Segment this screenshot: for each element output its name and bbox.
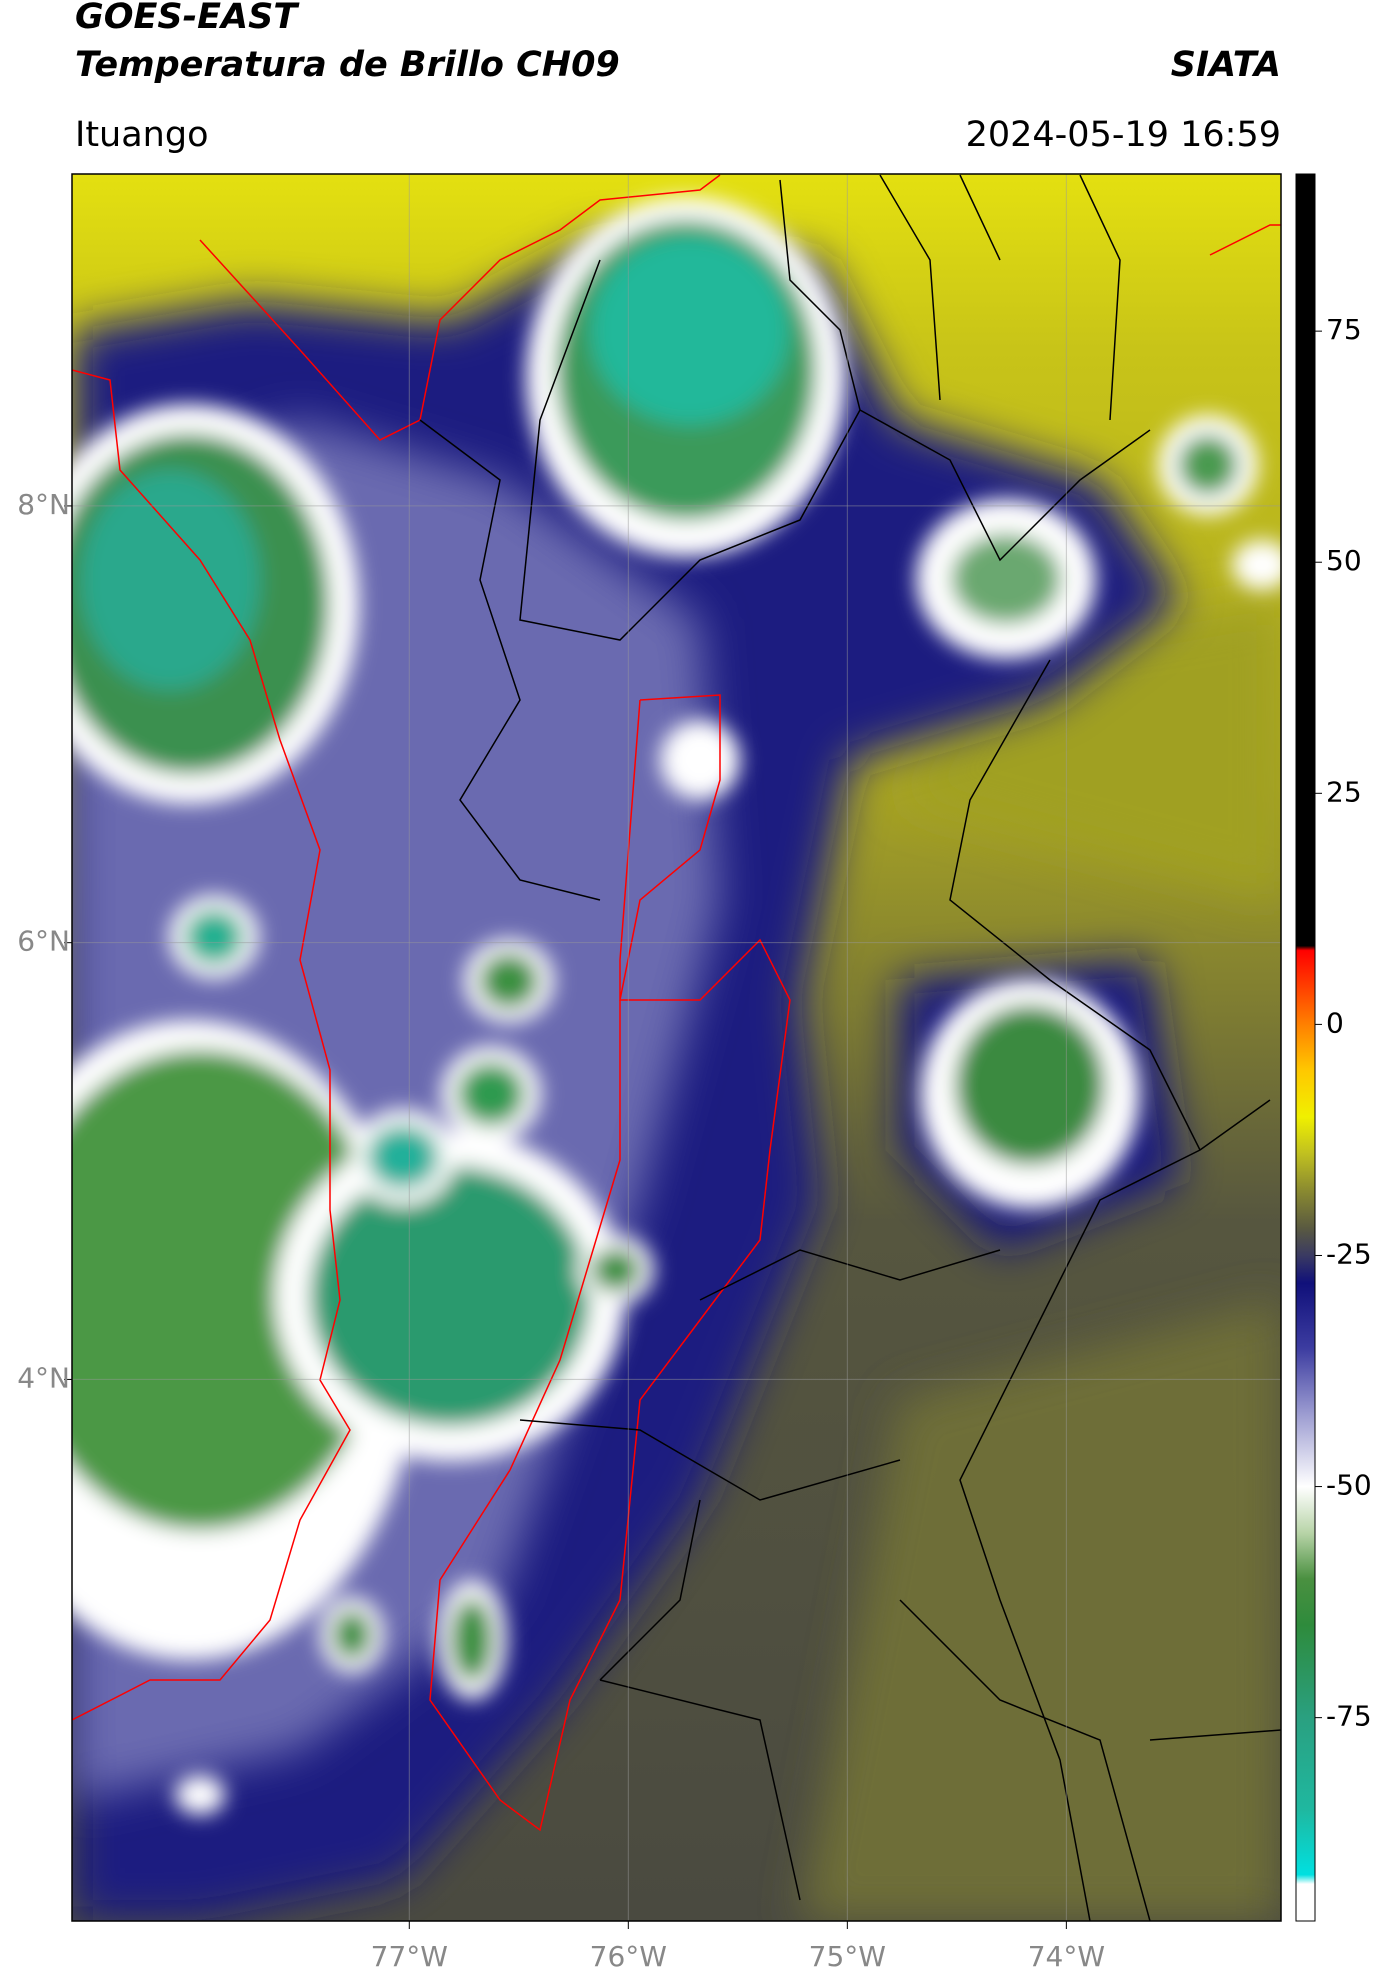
lon-tick-label: 75°W (809, 1940, 886, 1973)
graticule (64, 174, 1281, 1929)
agency: SIATA (1171, 45, 1281, 85)
colorbar-tick-label: 75 (1326, 313, 1362, 346)
lon-tick-label: 76°W (590, 1940, 667, 1973)
subtitle: Temperatura de Brillo CH09 (75, 45, 620, 85)
lon-tick-label: 74°W (1028, 1940, 1105, 1973)
location: Ituango (75, 115, 209, 155)
colorbar-tick-label: -50 (1326, 1469, 1372, 1502)
colorbar-tick-label: -75 (1326, 1700, 1372, 1733)
map-frame (71, 173, 1282, 1922)
colorbar (1295, 173, 1316, 1922)
title: GOES-EAST (75, 0, 300, 37)
satellite-image (72, 174, 1281, 1921)
colorbar-tick-label: 0 (1326, 1006, 1344, 1039)
colorbar-tick-label: 25 (1326, 775, 1362, 808)
lat-tick-label: 4°N (17, 1361, 70, 1394)
lat-tick-label: 8°N (17, 488, 70, 521)
colorbar-tick-label: -25 (1326, 1237, 1372, 1270)
colorbar-tick-label: 50 (1326, 544, 1362, 577)
timestamp: 2024-05-19 16:59 (966, 115, 1281, 155)
lon-tick-label: 77°W (371, 1940, 448, 1973)
lat-tick-label: 6°N (17, 925, 70, 958)
